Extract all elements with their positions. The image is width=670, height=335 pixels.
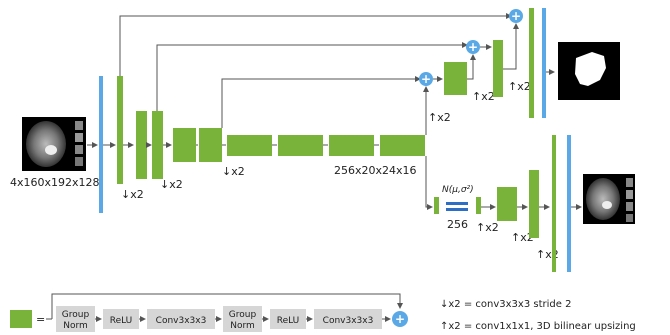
skip-connection-2 xyxy=(156,42,468,111)
vae-decoder-block-1 xyxy=(497,187,517,221)
legend-equals: = xyxy=(36,313,45,326)
decoder-block-1 xyxy=(444,62,467,95)
legend-green-block xyxy=(10,310,32,328)
decoder-block-2 xyxy=(493,40,503,97)
skip-connection-1 xyxy=(119,13,512,76)
up-label-3: ↑x2 xyxy=(508,80,531,93)
encoder-block-3a xyxy=(173,128,196,162)
encoder-block-4c xyxy=(329,135,374,156)
vae-dimension-label: 256 xyxy=(447,218,468,231)
encoder-block-2a xyxy=(136,111,147,179)
segmentation-output-bar xyxy=(542,8,546,118)
vae-decoder-block-2 xyxy=(529,170,539,238)
legend-op-text: Group xyxy=(62,310,90,320)
plus-icon: + xyxy=(511,9,521,23)
encoder-block-4b xyxy=(278,135,323,156)
bottleneck-size-label: 256x20x24x16 xyxy=(334,164,417,177)
plus-icon xyxy=(392,311,408,327)
down-label-1: ↓x2 xyxy=(121,188,144,201)
segmentation-mask-image xyxy=(558,42,620,100)
vae-std-bar xyxy=(446,208,468,211)
legend-residual-arrow xyxy=(51,293,403,319)
encoder-block-2b xyxy=(152,111,163,179)
up-label-1: ↑x2 xyxy=(428,111,451,124)
legend-up-definition: ↑x2 = conv1x1x1, 3D bilinear upsizing xyxy=(440,321,636,332)
vae-up-label-2: ↑x2 xyxy=(511,231,534,244)
encoder-block-1 xyxy=(117,76,123,184)
input-size-label: 4x160x192x128 xyxy=(10,176,100,189)
legend-op-text: Norm xyxy=(63,321,88,331)
legend-op-text: ReLU xyxy=(110,316,133,326)
legend-op-text: Conv3x3x3 xyxy=(156,316,207,326)
plus-icon: + xyxy=(421,72,431,86)
reconstructed-mri-image xyxy=(583,174,635,224)
legend-op-text: Group xyxy=(229,310,257,320)
legend-op-text: Norm xyxy=(230,321,255,331)
plus-icon: + xyxy=(468,40,478,54)
initial-conv-bar xyxy=(99,76,103,213)
vae-sample-block xyxy=(476,197,481,214)
vae-decoder-block-3 xyxy=(552,135,556,272)
skip-connection-3 xyxy=(221,76,421,128)
decoder-block-3 xyxy=(529,8,534,118)
brain-mri-input-image xyxy=(22,117,86,171)
vae-mean-bar xyxy=(446,202,468,205)
plus-icon xyxy=(419,72,433,86)
down-label-3: ↓x2 xyxy=(222,165,245,178)
plus-icon xyxy=(509,9,523,23)
legend-down-definition: ↓x2 = conv3x3x3 stride 2 xyxy=(440,299,571,310)
legend-op-text: ReLU xyxy=(277,316,300,326)
plus-icon: + xyxy=(395,312,405,326)
encoder-block-3b xyxy=(199,128,222,162)
encoder-block-4d xyxy=(380,135,425,156)
up-label-2: ↑x2 xyxy=(472,90,495,103)
vae-distribution-label: N(μ,σ²) xyxy=(442,185,474,195)
legend-op-conv-2 xyxy=(314,309,382,329)
legend-op-group-norm-1 xyxy=(56,306,95,332)
decoder-up-arrow-2 xyxy=(467,54,476,80)
reconstruction-output-bar xyxy=(567,135,571,272)
vae-branch-arrow xyxy=(425,156,433,210)
down-label-2: ↓x2 xyxy=(160,178,183,191)
legend-op-group-norm-2 xyxy=(223,306,262,332)
vae-reduce-block xyxy=(434,197,439,214)
encoder-block-4a xyxy=(227,135,272,156)
legend-op-relu-1 xyxy=(103,309,139,329)
vae-up-label-1: ↑x2 xyxy=(476,221,499,234)
plus-icon xyxy=(466,40,480,54)
legend-op-conv-1 xyxy=(147,309,215,329)
legend-op-relu-2 xyxy=(270,309,306,329)
legend-op-text: Conv3x3x3 xyxy=(323,316,374,326)
decoder-up-arrow-3 xyxy=(503,23,519,70)
